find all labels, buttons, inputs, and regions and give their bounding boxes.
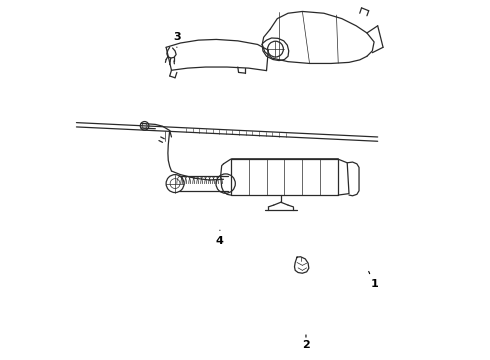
Text: 1: 1 (368, 271, 378, 289)
Text: 4: 4 (216, 230, 224, 246)
Text: 3: 3 (173, 32, 181, 47)
Text: 2: 2 (302, 335, 310, 350)
